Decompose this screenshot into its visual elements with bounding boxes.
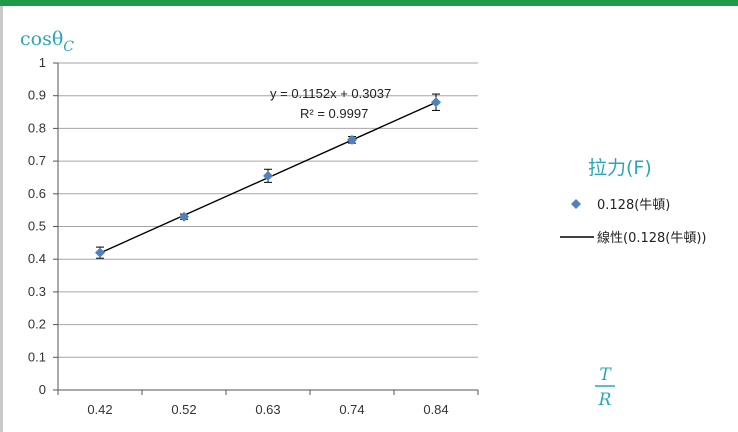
data-point: [95, 248, 105, 258]
legend-trendline-label: 線性(0.128(牛頓)): [597, 230, 707, 246]
trendline-r-squared: R² = 0.9997: [300, 106, 368, 121]
x-tick-label: 0.84: [423, 402, 448, 417]
y-tick-label: 0.8: [28, 120, 46, 135]
x-tick-label: 0.52: [171, 402, 196, 417]
y-axis-title-main: cosθ: [20, 28, 63, 50]
y-tick-label: 0.9: [28, 88, 46, 103]
y-tick-label: 0.1: [28, 349, 46, 364]
legend-series-label: 0.128(牛頓): [597, 198, 670, 213]
x-tick-label: 0.42: [87, 402, 112, 417]
y-tick-label: 1: [39, 55, 46, 70]
y-axis-title: cosθC: [20, 28, 74, 55]
y-tick-labels: 0 0.1 0.2 0.3 0.4 0.5 0.6 0.7 0.8 0.9 1: [28, 55, 46, 397]
y-tick-label: 0.7: [28, 153, 46, 168]
trendline-equation: y = 0.1152x + 0.3037: [270, 86, 391, 101]
legend-marker-diamond: [571, 199, 581, 209]
x-tick-label: 0.63: [255, 402, 280, 417]
legend-title: 拉力(F): [588, 157, 652, 179]
y-tick-label: 0.3: [28, 284, 46, 299]
y-tick-label: 0.6: [28, 186, 46, 201]
y-tick-label: 0.2: [28, 317, 46, 332]
legend: 拉力(F) 0.128(牛頓) 線性(0.128(牛頓)): [560, 157, 707, 246]
y-tick-label: 0.5: [28, 219, 46, 234]
data-points: [95, 94, 441, 258]
x-axis-title: T R: [595, 365, 615, 410]
x-axis-title-numerator: T: [599, 365, 612, 385]
x-tick-labels: 0.42 0.52 0.63 0.74 0.84: [58, 390, 478, 417]
x-tick-label: 0.74: [339, 402, 364, 417]
data-point: [431, 97, 441, 107]
y-tick-label: 0.4: [28, 251, 46, 266]
x-axis-title-denominator: R: [598, 390, 612, 410]
y-tick-label: 0: [39, 382, 46, 397]
y-axis-title-sub: C: [63, 39, 74, 55]
